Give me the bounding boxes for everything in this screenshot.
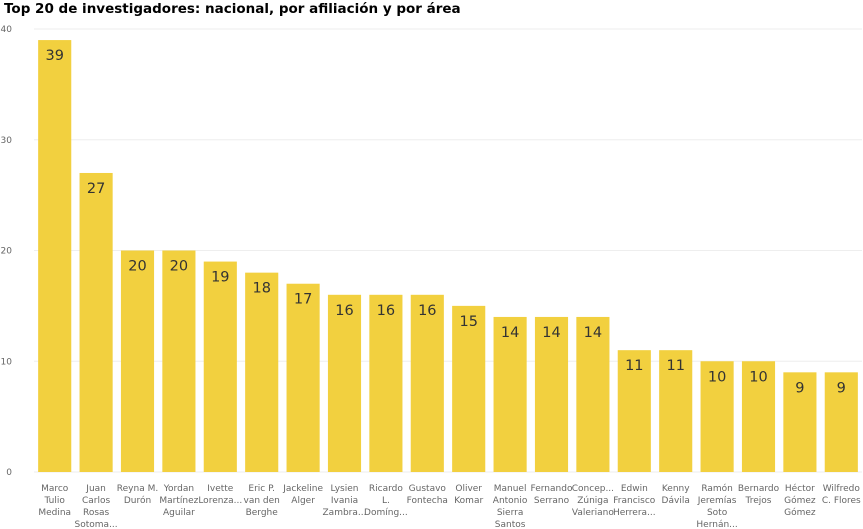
x-label-20: Wilfredo C. Flores [822,484,861,506]
data-label-6: 18 [252,281,270,297]
bar-11[interactable] [452,305,486,472]
y-tick-label-40: 40 [1,25,13,35]
x-label-5: Ivette Lorenza... [198,484,242,506]
data-label-3: 20 [128,259,146,275]
bars [38,40,858,472]
y-tick-label-0: 0 [6,468,12,478]
x-label-16: Kenny Dávila [662,484,691,506]
data-label-14: 14 [584,325,602,341]
chart-title: Top 20 de investigadores: nacional, por … [4,1,461,17]
bar-6[interactable] [245,272,279,472]
data-label-15: 11 [625,358,643,374]
data-label-10: 16 [418,303,436,319]
y-tick-label-30: 30 [1,136,13,146]
x-label-1: Marco Tulio Medina [38,484,71,518]
bar-14[interactable] [576,316,610,472]
data-label-12: 14 [501,325,519,341]
x-label-18: Bernardo Trejos [738,484,780,506]
bar-15[interactable] [617,350,651,472]
bar-18[interactable] [741,361,776,472]
bar-13[interactable] [534,316,569,472]
bar-8[interactable] [327,294,362,472]
data-label-1: 39 [45,48,63,64]
data-label-11: 15 [459,314,477,330]
bar-1[interactable] [38,40,72,472]
y-tick-label-10: 10 [1,357,13,367]
bar-10[interactable] [410,294,444,472]
data-label-9: 16 [377,303,395,319]
x-label-13: Fernando Serrano [531,484,573,506]
bar-12[interactable] [493,316,527,472]
x-label-9: Ricardo L. Domíng... [364,484,408,518]
data-label-2: 27 [87,181,105,197]
data-label-4: 20 [170,259,188,275]
x-label-10: Gustavo Fontecha [407,484,448,506]
x-label-6: Eric P. van den Berghe [244,484,280,518]
bar-7[interactable] [286,283,320,472]
bar-17[interactable] [700,361,734,472]
x-label-19: Héctor Gómez Gómez [784,483,816,518]
data-label-19: 9 [795,380,804,396]
bar-16[interactable] [659,350,693,472]
x-label-2: Juan Carlos Rosas Sotoma... [75,484,118,529]
x-label-11: Oliver Komar [454,484,483,506]
x-label-15: Edwin Francisco Herrera... [613,484,656,518]
bar-19[interactable] [783,372,817,472]
data-label-7: 17 [294,292,312,308]
data-label-16: 11 [666,358,684,374]
y-tick-label-20: 20 [1,247,13,257]
bar-4[interactable] [162,250,196,473]
bar-5[interactable] [203,261,237,472]
bar-2[interactable] [79,172,113,472]
data-label-20: 9 [837,380,846,396]
data-label-17: 10 [708,369,726,385]
gridlines [34,28,862,473]
bar-9[interactable] [369,294,403,472]
x-label-7: Jackeline Alger [282,484,323,506]
bar-20[interactable] [824,372,858,472]
x-label-8: Lysien Ivania Zambra... [323,484,367,518]
data-label-13: 14 [542,325,560,341]
x-label-17: Ramón Jeremías Soto Hernán... [696,483,737,529]
bar-3[interactable] [120,250,155,473]
x-label-14: Concep... Zúniga Valeriano [572,484,615,518]
data-label-5: 19 [211,270,229,286]
data-labels: 39 27 20 20 19 18 17 16 16 16 15 14 14 14 11 11 10 10 9 9 [45,48,845,396]
y-axis-ticks: 0 10 20 30 40 [1,25,13,478]
x-label-12: Manuel Antonio Sierra Santos [493,484,528,529]
data-label-8: 16 [335,303,353,319]
x-label-3: Reyna M. Durón [117,484,158,506]
x-label-4: Yordan Martínez Aguilar [159,484,198,518]
data-label-18: 10 [749,369,767,385]
